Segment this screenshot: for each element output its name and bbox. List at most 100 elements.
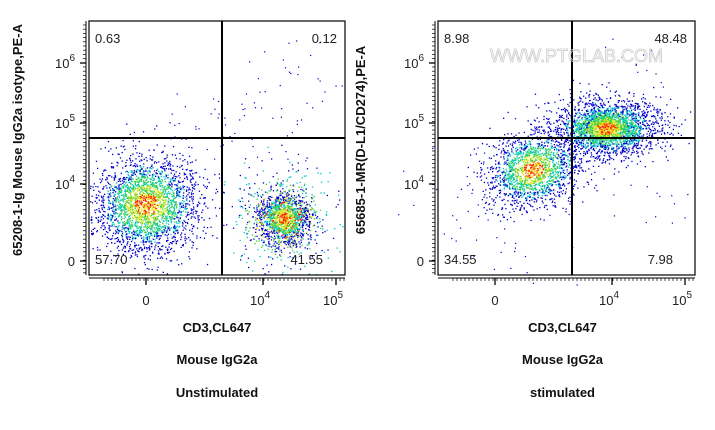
data-point [278, 204, 281, 206]
data-point [124, 229, 126, 231]
data-point [284, 223, 286, 225]
data-point [287, 197, 290, 199]
data-point [277, 183, 279, 185]
data-point [132, 213, 134, 216]
data-point [166, 154, 168, 156]
data-point [102, 174, 104, 177]
data-point [176, 185, 178, 187]
data-point [103, 206, 105, 208]
data-point [181, 188, 183, 190]
data-point [187, 203, 189, 205]
data-point [154, 161, 156, 163]
data-point [154, 246, 156, 248]
data-point [253, 238, 255, 240]
data-point [100, 195, 103, 197]
data-point [170, 188, 172, 190]
data-point [143, 229, 145, 232]
data-point [167, 174, 169, 176]
data-point [126, 187, 129, 189]
data-point [143, 195, 145, 197]
data-point [298, 253, 300, 255]
data-point [161, 198, 163, 200]
data-point [132, 187, 134, 189]
data-point [162, 167, 164, 169]
data-point [549, 164, 551, 166]
data-point [299, 204, 301, 207]
data-point [289, 239, 291, 241]
data-point [278, 237, 280, 239]
data-point [184, 206, 186, 208]
data-point [136, 248, 138, 250]
data-point [262, 194, 264, 196]
data-point [114, 176, 117, 178]
data-point [279, 254, 281, 256]
y-axis-label: 65208-1-Ig Mouse IgG2a isotype,PE-A [10, 23, 25, 256]
data-point [92, 172, 94, 174]
data-point [97, 167, 99, 170]
data-point [292, 236, 294, 238]
data-point [176, 188, 179, 190]
data-point [154, 222, 156, 224]
data-point [131, 209, 133, 211]
data-point [126, 236, 128, 238]
data-point [262, 202, 264, 205]
data-point [119, 230, 121, 233]
data-point [171, 169, 173, 172]
data-point [134, 183, 136, 186]
data-point [120, 204, 122, 206]
data-point [110, 185, 113, 187]
data-point [505, 152, 507, 154]
data-point [314, 212, 316, 214]
data-point [295, 211, 297, 213]
data-point [310, 234, 312, 236]
data-point [296, 225, 298, 228]
data-point [156, 216, 158, 218]
data-point [268, 228, 270, 230]
data-point [187, 211, 189, 213]
data-point [164, 252, 166, 255]
data-point [257, 206, 259, 208]
data-point [161, 171, 164, 173]
data-point [143, 181, 145, 183]
data-point [143, 226, 145, 228]
data-point [274, 226, 276, 228]
data-point [164, 178, 166, 180]
data-point [130, 211, 132, 213]
data-point [152, 166, 154, 168]
data-point [268, 271, 270, 273]
data-point [129, 224, 131, 226]
data-point [173, 169, 175, 172]
data-point [287, 241, 289, 243]
data-point [215, 188, 218, 191]
data-point [561, 143, 563, 145]
data-point [292, 184, 294, 186]
data-point [269, 204, 271, 206]
data-point [180, 214, 182, 217]
data-point [144, 204, 146, 206]
data-point [161, 184, 163, 187]
data-point [149, 240, 151, 242]
data-point [184, 159, 186, 161]
data-point [142, 220, 145, 222]
data-point [138, 233, 141, 236]
data-point [329, 172, 331, 174]
data-point [240, 214, 242, 216]
data-point [134, 234, 136, 236]
data-point [509, 161, 512, 163]
data-point [569, 173, 571, 175]
data-point [274, 205, 276, 207]
data-point [117, 216, 120, 218]
data-point [264, 212, 266, 214]
data-point [275, 198, 278, 200]
data-point [166, 240, 168, 242]
data-point [267, 211, 269, 213]
data-point [136, 201, 139, 203]
data-point [175, 221, 178, 223]
data-point [300, 239, 302, 241]
data-point [284, 226, 286, 228]
data-point [276, 209, 278, 211]
data-point [284, 206, 286, 208]
data-point [132, 225, 134, 227]
data-point [267, 235, 270, 238]
data-point [176, 193, 178, 195]
